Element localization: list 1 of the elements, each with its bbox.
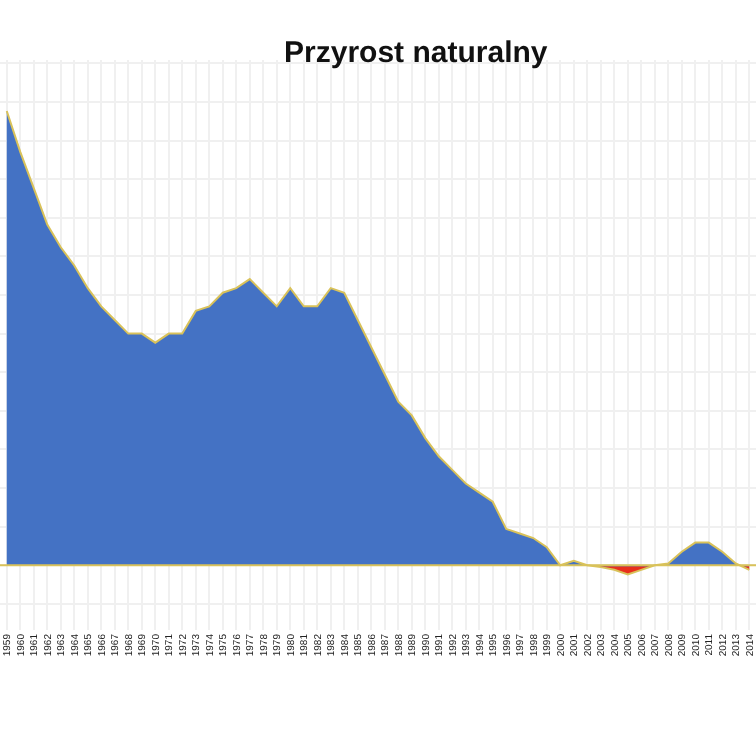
chart-title: Przyrost naturalny [284,36,549,71]
